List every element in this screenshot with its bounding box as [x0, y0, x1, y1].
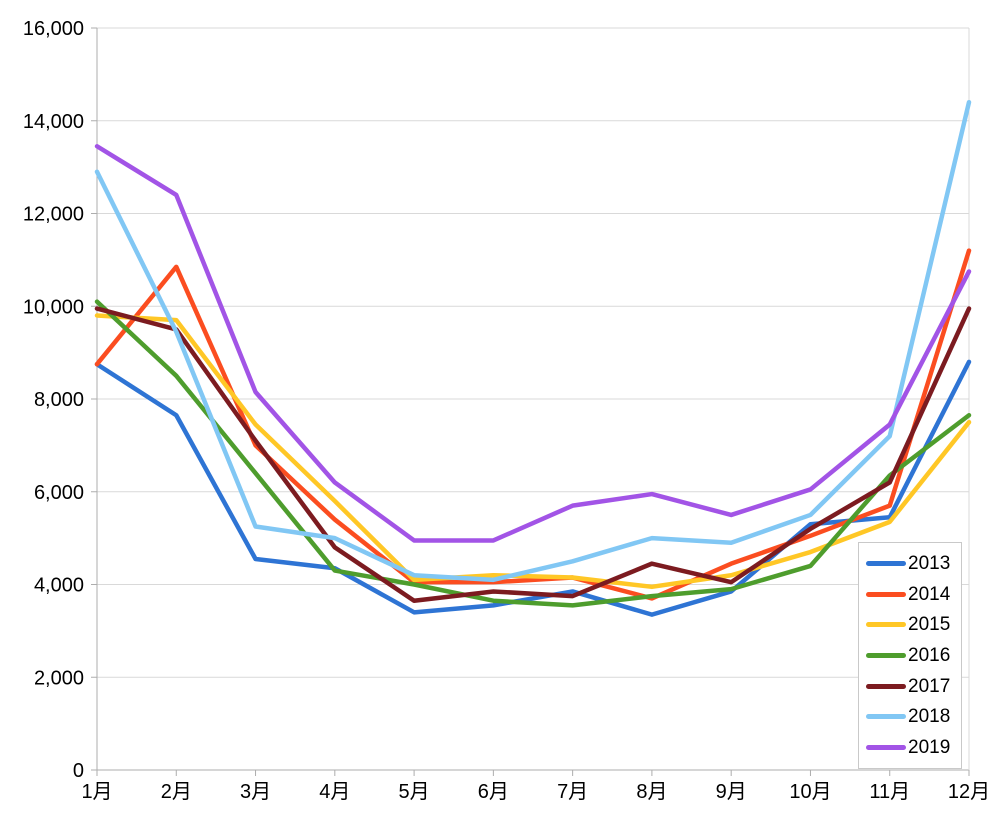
y-axis-tick-label: 14,000 [23, 111, 84, 133]
y-axis-tick-label: 6,000 [34, 482, 84, 504]
x-axis-tick-label: 12月 [948, 781, 990, 803]
legend-item-2015: 2015 [866, 615, 961, 634]
legend-item-2018: 2018 [866, 707, 961, 726]
y-axis-tick-label: 4,000 [34, 575, 84, 597]
x-axis-tick-label: 11月 [869, 781, 910, 803]
y-axis-tick-label: 10,000 [23, 296, 84, 318]
legend-label: 2014 [908, 583, 951, 605]
legend-item-2016: 2016 [866, 646, 961, 665]
legend-item-2014: 2014 [866, 585, 961, 604]
legend-label: 2013 [908, 552, 951, 574]
x-axis-tick-label: 1月 [81, 781, 112, 803]
legend-label: 2019 [908, 737, 951, 759]
legend-item-2019: 2019 [866, 738, 961, 757]
legend-swatch-2018 [866, 714, 906, 720]
x-axis-tick-label: 5月 [399, 781, 430, 803]
legend-item-2013: 2013 [866, 554, 961, 573]
x-axis-tick-label: 4月 [319, 781, 350, 803]
x-axis-tick-label: 8月 [636, 781, 667, 803]
y-axis-tick-label: 8,000 [34, 389, 84, 411]
series-line-2017 [94, 306, 972, 603]
legend-swatch-2017 [866, 683, 906, 689]
legend-label: 2015 [908, 614, 951, 636]
legend-swatch-2015 [866, 622, 906, 628]
series-line-2014 [94, 248, 972, 601]
legend-label: 2016 [908, 644, 951, 666]
x-axis-tick-label: 7月 [557, 781, 588, 803]
y-axis-tick-label: 2,000 [34, 667, 84, 689]
legend-swatch-2014 [866, 591, 906, 597]
series-line-2016 [94, 299, 972, 608]
legend-item-2017: 2017 [866, 677, 961, 696]
series-line-2015 [94, 313, 972, 590]
x-axis-tick-label: 9月 [716, 781, 747, 803]
legend-swatch-2019 [866, 745, 906, 751]
series-line-2019 [94, 144, 972, 543]
x-axis-tick-label: 6月 [478, 781, 509, 803]
legend-swatch-2013 [866, 560, 906, 566]
legend-swatch-2016 [866, 652, 906, 658]
series-line-2018 [94, 99, 972, 583]
y-axis-tick-label: 0 [73, 760, 84, 782]
y-axis-tick-label: 12,000 [23, 204, 84, 226]
y-axis-tick-label: 16,000 [23, 18, 84, 40]
legend-label: 2018 [908, 706, 951, 728]
x-axis-tick-label: 10月 [789, 781, 831, 803]
chart-legend: 2013 2014 2015 2016 2017 2018 2019 [858, 542, 962, 769]
x-axis-tick-label: 3月 [240, 781, 271, 803]
legend-label: 2017 [908, 675, 951, 697]
x-axis-tick-label: 2月 [161, 781, 192, 803]
